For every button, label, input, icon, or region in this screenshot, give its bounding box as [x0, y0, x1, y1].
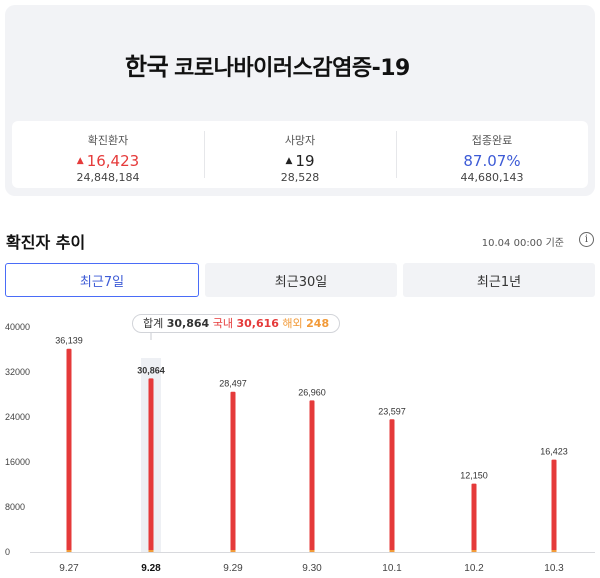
updated-timestamp: 10.04 00:00 기준 — [481, 238, 564, 249]
tooltip-overseas-value: 248 — [306, 317, 330, 330]
bar-overseas-segment — [148, 550, 154, 552]
bar — [471, 483, 477, 552]
bar — [230, 391, 236, 552]
x-tick-label: 10.3 — [544, 563, 564, 574]
page-title: 한국 코로나바이러스감염증-19 — [125, 47, 410, 82]
x-tick-label: 10.1 — [382, 563, 402, 574]
bar — [66, 348, 72, 552]
stat-label: 접종완료 — [471, 134, 513, 147]
stat-vaccinated: 접종완료 87.07% 44,680,143 — [396, 121, 588, 188]
y-tick-label: 40000 — [5, 322, 30, 332]
stat-confirmed: 확진환자 ▲ 16,423 24,848,184 — [12, 121, 204, 188]
x-tick-label: 9.29 — [223, 563, 243, 574]
bar-value-label: 36,139 — [55, 336, 83, 346]
y-tick-label: 16000 — [5, 457, 30, 467]
bar-overseas-segment — [230, 550, 236, 552]
bar-overseas-segment — [389, 550, 395, 552]
stat-total: 24,848,184 — [76, 171, 140, 184]
tooltip-overseas-label: 해외 — [282, 317, 303, 330]
bar-value-label: 16,423 — [540, 447, 568, 457]
stats-panel: 확진환자 ▲ 16,423 24,848,184 사망자 ▲ 19 28,528 접… — [12, 121, 588, 188]
up-triangle-icon: ▲ — [76, 156, 84, 166]
cases-bar-chart: 0 8000 16000 24000 32000 40000 36,139 9.27 30,86… — [5, 322, 595, 574]
bar — [389, 419, 395, 552]
disease-name: 코로나바이러스감염증-19 — [174, 56, 410, 81]
stat-deaths: 사망자 ▲ 19 28,528 — [204, 121, 396, 188]
bar — [551, 459, 557, 552]
chart-tooltip: 합계 30,864 국내 30,616 해외 248 — [132, 314, 341, 333]
y-tick-label: 32000 — [5, 367, 30, 377]
info-icon[interactable]: i — [579, 232, 594, 247]
stat-delta: ▲ 16,423 — [12, 152, 204, 170]
x-tick-label: 9.27 — [59, 563, 79, 574]
bar — [309, 400, 315, 552]
tab-recent-7-days[interactable]: 최근7일 — [5, 263, 199, 297]
y-tick-label: 8000 — [5, 502, 25, 512]
stat-total: 28,528 — [280, 171, 320, 184]
bar-value-label: 23,597 — [378, 406, 406, 416]
bar-overseas-segment — [471, 550, 477, 552]
section-title: 확진자 추이 — [6, 233, 86, 252]
period-tabs: 최근7일 최근30일 최근1년 — [5, 263, 595, 297]
stat-delta-value: 19 — [295, 152, 315, 170]
stat-label: 확진환자 — [87, 134, 129, 147]
stat-label: 사망자 — [284, 134, 316, 147]
tab-recent-30-days[interactable]: 최근30일 — [205, 263, 397, 297]
stat-delta-value: 16,423 — [86, 152, 140, 170]
bar-value-label: 26,960 — [298, 387, 326, 397]
bar-overseas-segment — [66, 550, 72, 552]
tooltip-total-label: 합계 — [143, 317, 164, 330]
tab-recent-1-year[interactable]: 최근1년 — [403, 263, 595, 297]
stat-delta: ▲ 19 — [204, 152, 396, 170]
y-tick-label: 0 — [5, 547, 10, 557]
stat-delta-value: 87.07% — [463, 152, 521, 170]
tooltip-total-value: 30,864 — [166, 317, 210, 330]
bar-overseas-segment — [309, 550, 315, 552]
x-tick-label: 9.28 — [141, 563, 161, 574]
bar-overseas-segment — [551, 550, 557, 552]
country-name: 한국 — [125, 53, 169, 81]
stat-total: 44,680,143 — [460, 171, 524, 184]
y-tick-label: 24000 — [5, 412, 30, 422]
tooltip-domestic-value: 30,616 — [236, 317, 279, 330]
bar — [148, 378, 154, 552]
up-triangle-icon: ▲ — [285, 156, 293, 166]
bar-value-label: 28,497 — [219, 379, 247, 389]
bar-value-label: 30,864 — [137, 365, 165, 375]
tooltip-domestic-label: 국내 — [212, 317, 233, 330]
x-tick-label: 9.30 — [302, 563, 322, 574]
x-tick-label: 10.2 — [464, 563, 484, 574]
bar-value-label: 12,150 — [460, 471, 488, 481]
